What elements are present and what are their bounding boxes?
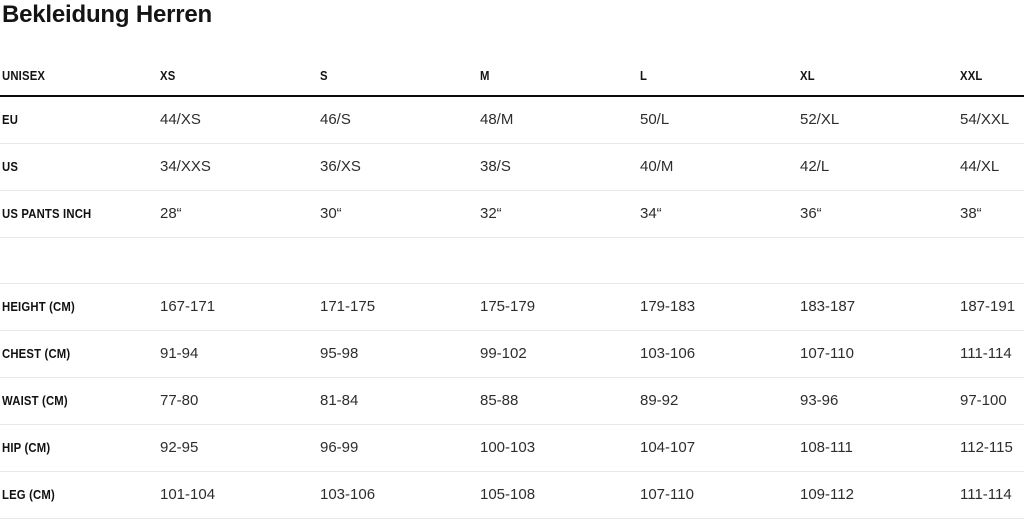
spacer-cell <box>960 237 1024 284</box>
column-header-s: S <box>320 28 480 97</box>
spacer-cell <box>800 237 960 284</box>
spacer-cell <box>0 237 160 284</box>
row-label-hip-cm: HIP (CM) <box>0 424 160 472</box>
column-header-xl: XL <box>800 28 960 97</box>
column-header-label: L <box>640 68 648 83</box>
size-cell: 44/XL <box>960 143 1024 191</box>
size-cell: 38“ <box>960 190 1024 238</box>
column-header-label: XXL <box>960 68 983 83</box>
size-table: UNISEX XS S M L XL XXL EU 44/XS 46/S 48/… <box>0 28 1024 519</box>
size-cell: 103-106 <box>640 330 800 378</box>
size-cell: 96-99 <box>320 424 480 472</box>
spacer-cell <box>320 237 480 284</box>
size-cell: 183-187 <box>800 283 960 331</box>
size-cell: 93-96 <box>800 377 960 425</box>
table-row-leg-cm: LEG (CM) 101-104 103-106 105-108 107-110… <box>0 471 1024 519</box>
row-label: EU <box>2 112 19 128</box>
column-header-xs: XS <box>160 28 320 97</box>
size-cell: 36“ <box>800 190 960 238</box>
size-cell: 99-102 <box>480 330 640 378</box>
size-cell: 167-171 <box>160 283 320 331</box>
size-cell: 85-88 <box>480 377 640 425</box>
row-label-chest-cm: CHEST (CM) <box>0 330 160 378</box>
size-cell: 105-108 <box>480 471 640 519</box>
size-cell: 108-111 <box>800 424 960 472</box>
row-label-height-cm: HEIGHT (CM) <box>0 283 160 331</box>
table-row-hip-cm: HIP (CM) 92-95 96-99 100-103 104-107 108… <box>0 424 1024 472</box>
size-cell: 46/S <box>320 96 480 144</box>
column-header-xxl: XXL <box>960 28 1024 97</box>
row-label-waist-cm: WAIST (CM) <box>0 377 160 425</box>
size-cell: 28“ <box>160 190 320 238</box>
size-cell: 92-95 <box>160 424 320 472</box>
size-cell: 77-80 <box>160 377 320 425</box>
table-row-chest-cm: CHEST (CM) 91-94 95-98 99-102 103-106 10… <box>0 330 1024 378</box>
spacer-cell <box>640 237 800 284</box>
size-cell: 36/XS <box>320 143 480 191</box>
column-header-label: XS <box>160 68 176 83</box>
row-label: US <box>2 159 19 174</box>
size-cell: 81-84 <box>320 377 480 425</box>
size-cell: 34“ <box>640 190 800 238</box>
spacer-cell <box>480 237 640 284</box>
size-table-container: UNISEX XS S M L XL XXL EU 44/XS 46/S 48/… <box>0 28 1024 519</box>
row-label: LEG (CM) <box>2 487 55 502</box>
row-label: HEIGHT (CM) <box>2 299 75 314</box>
column-header-l: L <box>640 28 800 97</box>
row-label: HIP (CM) <box>2 440 51 455</box>
size-cell: 107-110 <box>800 330 960 378</box>
size-cell: 175-179 <box>480 283 640 331</box>
column-header-label: XL <box>800 68 815 83</box>
size-cell: 52/XL <box>800 96 960 144</box>
size-cell: 30“ <box>320 190 480 238</box>
row-label: US PANTS INCH <box>2 206 92 221</box>
size-cell: 187-191 <box>960 283 1024 331</box>
size-cell: 91-94 <box>160 330 320 378</box>
size-cell: 171-175 <box>320 283 480 331</box>
size-cell: 109-112 <box>800 471 960 519</box>
spacer-cell <box>160 237 320 284</box>
row-label-leg-cm: LEG (CM) <box>0 471 160 519</box>
size-cell: 44/XS <box>160 96 320 144</box>
spacer-row <box>0 237 1024 284</box>
row-label-eu: EU <box>0 96 160 144</box>
size-cell: 48/M <box>480 96 640 144</box>
page-title: Bekleidung Herren <box>2 1 212 28</box>
column-header-label: M <box>480 68 490 83</box>
size-cell: 100-103 <box>480 424 640 472</box>
table-row-us: US 34/XXS 36/XS 38/S 40/M 42/L 44/XL <box>0 143 1024 191</box>
table-row-waist-cm: WAIST (CM) 77-80 81-84 85-88 89-92 93-96… <box>0 377 1024 425</box>
size-cell: 107-110 <box>640 471 800 519</box>
size-cell: 103-106 <box>320 471 480 519</box>
size-table-header-row: UNISEX XS S M L XL XXL <box>0 28 1024 97</box>
size-cell: 111-114 <box>960 330 1024 378</box>
size-cell: 179-183 <box>640 283 800 331</box>
size-cell: 34/XXS <box>160 143 320 191</box>
row-label-us-pants-inch: US PANTS INCH <box>0 190 160 238</box>
table-row-us-pants-inch: US PANTS INCH 28“ 30“ 32“ 34“ 36“ 38“ <box>0 190 1024 238</box>
table-row-height-cm: HEIGHT (CM) 167-171 171-175 175-179 179-… <box>0 283 1024 331</box>
size-cell: 101-104 <box>160 471 320 519</box>
size-cell: 95-98 <box>320 330 480 378</box>
table-row-eu: EU 44/XS 46/S 48/M 50/L 52/XL 54/XXL <box>0 96 1024 144</box>
size-cell: 97-100 <box>960 377 1024 425</box>
column-header-label: S <box>320 68 328 83</box>
column-header-label: UNISEX <box>2 68 46 83</box>
size-cell: 89-92 <box>640 377 800 425</box>
size-cell: 112-115 <box>960 424 1024 472</box>
row-label: CHEST (CM) <box>2 346 71 361</box>
size-cell: 50/L <box>640 96 800 144</box>
column-header-m: M <box>480 28 640 97</box>
size-cell: 42/L <box>800 143 960 191</box>
row-label: WAIST (CM) <box>2 393 68 408</box>
size-cell: 104-107 <box>640 424 800 472</box>
size-cell: 111-114 <box>960 471 1024 519</box>
column-header-unisex: UNISEX <box>0 28 160 97</box>
size-cell: 40/M <box>640 143 800 191</box>
size-cell: 38/S <box>480 143 640 191</box>
size-cell: 32“ <box>480 190 640 238</box>
size-cell: 54/XXL <box>960 96 1024 144</box>
row-label-us: US <box>0 143 160 191</box>
